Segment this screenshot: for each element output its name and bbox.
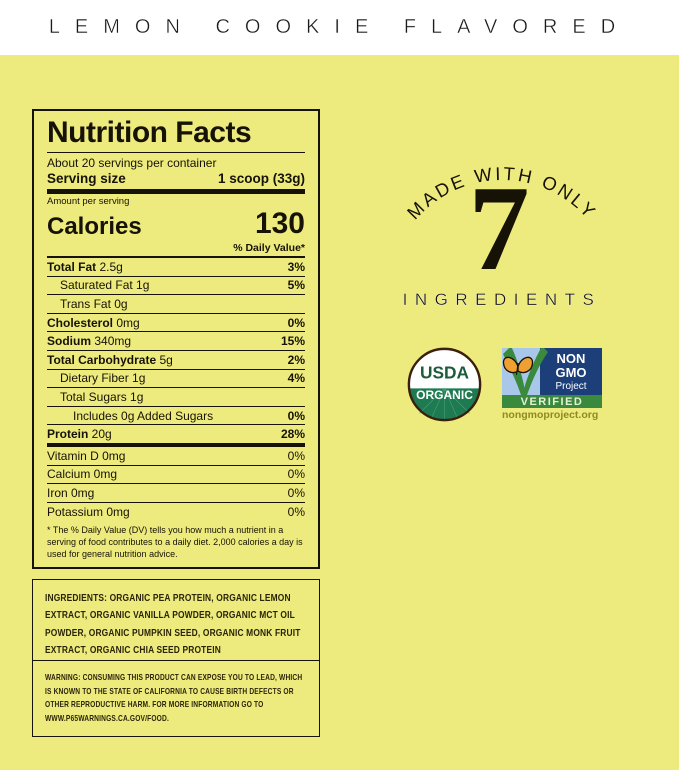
svg-text:NON: NON <box>557 351 586 366</box>
svg-text:ORGANIC: ORGANIC <box>416 388 473 402</box>
svg-text:Project: Project <box>555 381 586 392</box>
svg-text:USDA: USDA <box>420 363 470 383</box>
svg-text:GMO: GMO <box>555 365 586 380</box>
svg-text:VERIFIED: VERIFIED <box>521 396 584 408</box>
